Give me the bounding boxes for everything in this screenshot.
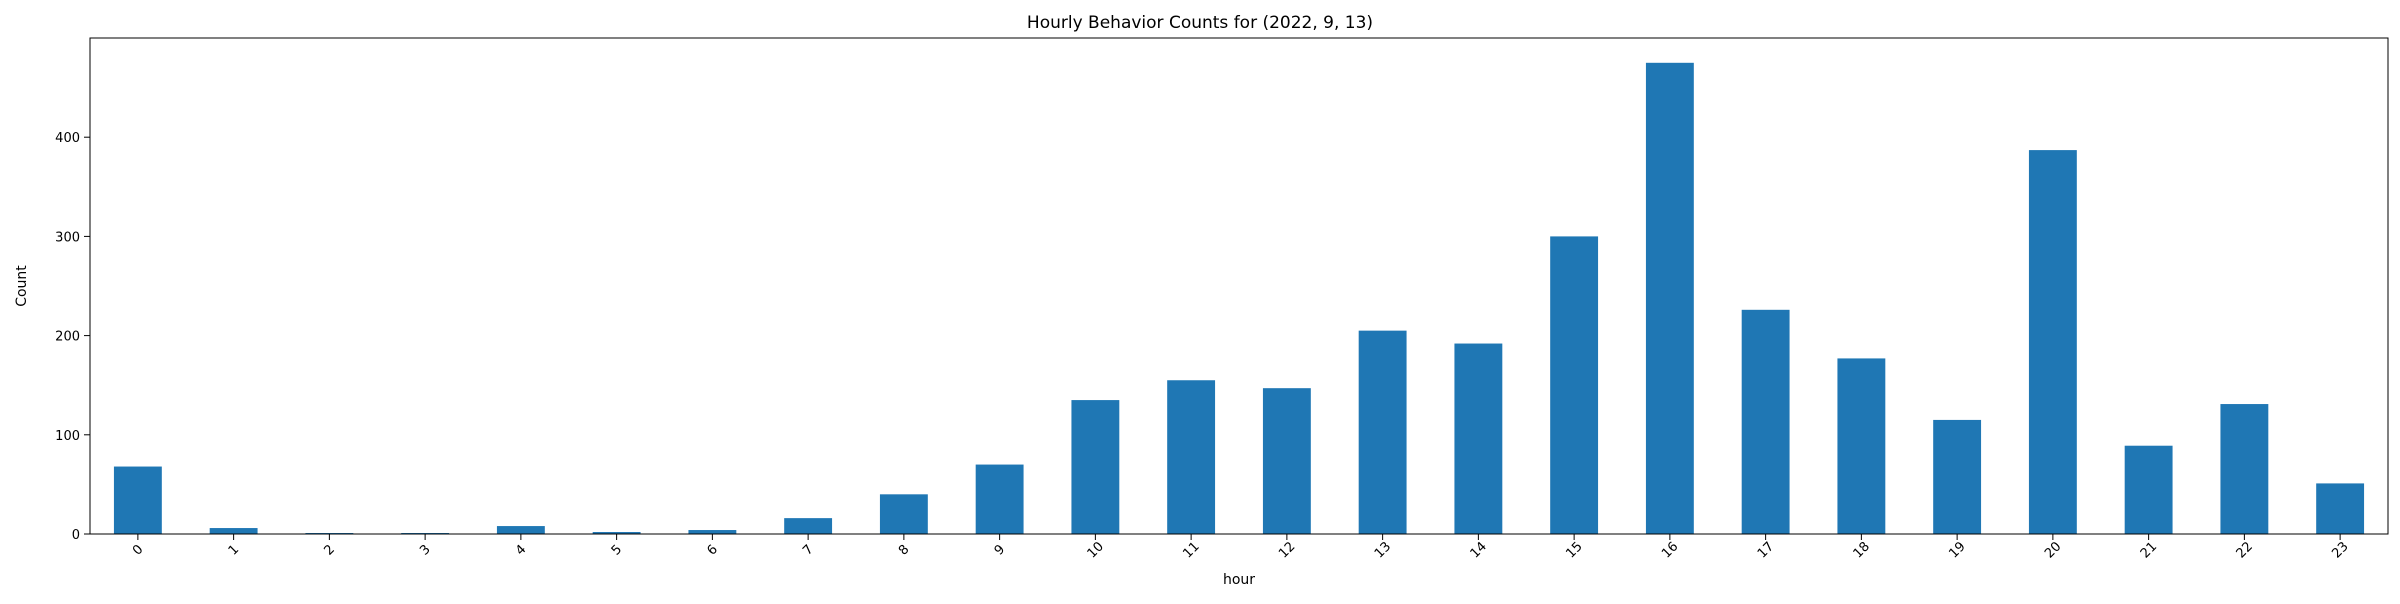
- bar-hour-1: [209, 528, 258, 534]
- x-tick-label: 10: [1085, 539, 1107, 561]
- chart-title: Hourly Behavior Counts for (2022, 9, 13): [1027, 13, 1373, 33]
- x-tick-label: 11: [1180, 539, 1202, 561]
- bar-hour-23: [2316, 483, 2365, 534]
- bar-hour-12: [1262, 388, 1311, 534]
- x-tick-label: 13: [1372, 539, 1394, 561]
- x-tick-label: 19: [1946, 539, 1968, 561]
- bar-hour-11: [1167, 380, 1216, 534]
- bar-hour-22: [2220, 404, 2269, 534]
- x-tick-label: 21: [2138, 539, 2160, 561]
- bar-hour-7: [784, 518, 833, 534]
- x-tick-label: 9: [992, 542, 1008, 558]
- bar-hour-4: [496, 526, 545, 534]
- bar-hour-20: [2028, 150, 2077, 534]
- y-axis-label: Count: [14, 265, 30, 307]
- bar-hour-10: [1071, 400, 1120, 534]
- x-tick-label: 4: [513, 542, 529, 558]
- plot-frame: [89, 37, 2389, 535]
- x-tick-label: 1: [226, 542, 242, 558]
- x-tick-label: 23: [2329, 539, 2351, 561]
- x-axis: 0 1 2 3 4 5 6 7 8 9 10 11 12 13 14 15 16 17 18 19 20 21 22 23: [130, 534, 2352, 562]
- x-tick-label: 16: [1659, 539, 1681, 561]
- bar-hour-16: [1645, 62, 1694, 535]
- x-tick-label: 8: [896, 542, 912, 558]
- bar-hour-13: [1358, 330, 1407, 534]
- x-tick-label: 20: [2042, 539, 2064, 561]
- x-tick-label: 22: [2234, 539, 2256, 561]
- y-tick-label: 400: [55, 131, 80, 146]
- bar-hour-14: [1454, 343, 1503, 534]
- y-tick-label: 300: [55, 230, 80, 245]
- x-tick-label: 17: [1755, 539, 1777, 561]
- x-tick-label: 0: [130, 542, 146, 558]
- bar-hour-21: [2124, 445, 2173, 534]
- x-tick-label: 5: [609, 542, 625, 558]
- x-tick-label: 12: [1276, 539, 1298, 561]
- x-tick-label: 6: [704, 542, 720, 558]
- y-tick-label: 0: [72, 528, 80, 543]
- bar-hour-5: [592, 532, 641, 534]
- y-axis: 0 100 200 300 400: [55, 131, 90, 543]
- bar-hour-0: [113, 466, 162, 534]
- bar-hour-17: [1741, 309, 1790, 534]
- bar-hour-15: [1550, 236, 1599, 534]
- x-tick-label: 2: [321, 542, 337, 558]
- bar-hour-8: [879, 494, 928, 534]
- bar-hour-19: [1933, 419, 1982, 534]
- x-tick-label: 18: [1851, 539, 1873, 561]
- bar-hour-9: [975, 464, 1024, 534]
- x-tick-label: 7: [800, 542, 816, 558]
- x-tick-label: 15: [1563, 539, 1585, 561]
- y-tick-label: 100: [55, 429, 80, 444]
- bar-hour-18: [1837, 358, 1886, 534]
- x-axis-label: hour: [1223, 572, 1255, 588]
- bar-hour-6: [688, 530, 737, 534]
- x-tick-label: 14: [1468, 539, 1490, 561]
- y-tick-label: 200: [55, 330, 80, 345]
- x-tick-label: 3: [417, 542, 433, 558]
- bars-group: [113, 62, 2365, 535]
